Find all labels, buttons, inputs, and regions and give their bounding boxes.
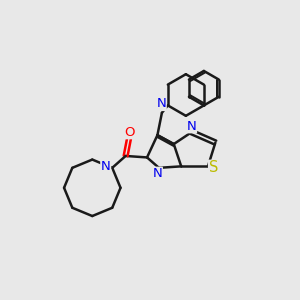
Text: S: S: [208, 160, 218, 175]
Text: N: N: [187, 120, 196, 133]
Text: N: N: [153, 167, 162, 180]
Text: N: N: [156, 98, 166, 110]
Text: O: O: [124, 126, 134, 139]
Text: N: N: [101, 160, 111, 173]
